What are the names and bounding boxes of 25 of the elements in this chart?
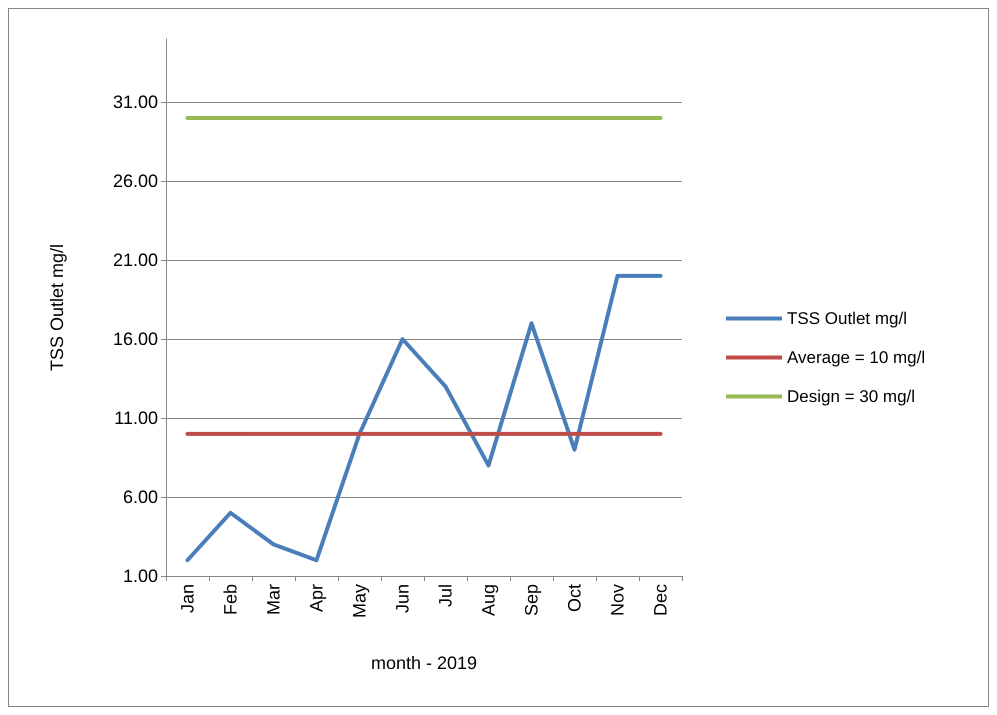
x-tick-label: Jul [436,584,456,608]
x-tick-label: Feb [220,584,240,616]
x-tick-label: Jun [392,584,412,614]
x-tick-label: Nov [608,584,628,616]
y-tick-label: 21.00 [112,250,158,270]
y-tick-label: 31.00 [112,92,158,112]
x-tick-label: Dec [650,584,670,616]
x-tick-label: Apr [306,584,326,612]
y-tick-label: 6.00 [122,487,158,508]
y-tick-label: 11.00 [114,408,158,428]
legend-label: Design = 30 mg/l [787,387,916,406]
y-tick-label: 16.00 [112,329,158,350]
y-tick-label: 26.00 [112,171,158,192]
legend-label: TSS Outlet mg/l [787,309,907,328]
y-axis-title: TSS Outlet mg/l [47,244,67,372]
x-tick-label: Mar [264,584,284,615]
x-axis-title: month - 2019 [370,653,478,673]
x-tick-label: Aug [478,584,498,616]
x-tick-label: May [350,584,370,618]
x-tick-label: Jan [178,584,198,614]
legend-label: Average = 10 mg/l [787,348,926,367]
x-tick-label: Sep [522,584,542,616]
y-tick-label: 1.00 [122,566,158,586]
x-tick-label: Oct [564,584,584,612]
line-series [186,274,662,562]
